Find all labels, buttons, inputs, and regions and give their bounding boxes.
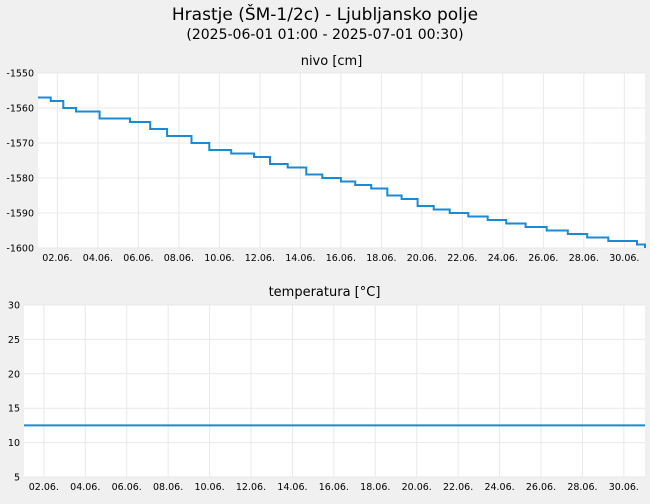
x-tick-label: 30.06. <box>609 253 639 264</box>
x-tick-label: 06.06. <box>123 253 153 264</box>
x-tick-label: 08.06. <box>164 253 194 264</box>
x-tick-label: 04.06. <box>70 482 100 493</box>
x-tick-label: 22.06. <box>447 253 477 264</box>
x-tick-label: 28.06. <box>567 482 597 493</box>
y-tick-label: 30 <box>8 301 20 312</box>
x-tick-label: 20.06. <box>407 253 437 264</box>
x-tick-label: 10.06. <box>204 253 234 264</box>
x-tick-label: 28.06. <box>569 253 599 264</box>
x-tick-label: 24.06. <box>484 482 514 493</box>
x-tick-label: 10.06. <box>194 482 224 493</box>
plot-area <box>24 305 645 477</box>
x-tick-label: 14.06. <box>277 482 307 493</box>
y-tick-label: 20 <box>8 369 20 380</box>
x-tick-label: 26.06. <box>528 253 558 264</box>
x-tick-label: 14.06. <box>285 253 315 264</box>
y-tick-label: -1580 <box>6 174 34 185</box>
y-tick-label: 15 <box>8 404 20 415</box>
x-tick-label: 24.06. <box>488 253 518 264</box>
y-tick-label: -1560 <box>6 104 34 115</box>
x-tick-label: 18.06. <box>366 253 396 264</box>
panel-temperature: temperatura [°C] 30 25 20 15 10 5 02.06. 04.06. 0… <box>8 285 645 493</box>
panel-title: nivo [cm] <box>301 54 363 69</box>
chart-subtitle: (2025-06-01 01:00 - 2025-07-01 00:30) <box>186 27 463 43</box>
x-tick-label: 08.06. <box>153 482 183 493</box>
plot-area <box>38 73 645 248</box>
y-tick-label: -1590 <box>6 209 34 220</box>
y-tick-label: -1550 <box>6 69 34 80</box>
y-tick-label: 10 <box>8 438 20 449</box>
x-tick-label: 02.06. <box>29 482 59 493</box>
panel-level: nivo [cm] -1550 -1560 -1570 -1580 -1590 -1600 0… <box>6 54 646 264</box>
chart-title: Hrastje (ŠM-1/2c) - Ljubljansko polje <box>172 3 478 25</box>
x-tick-label: 22.06. <box>443 482 473 493</box>
y-tick-label: -1570 <box>6 139 34 150</box>
x-tick-label: 18.06. <box>360 482 390 493</box>
x-tick-label: 02.06. <box>42 253 72 264</box>
x-tick-label: 16.06. <box>326 253 356 264</box>
x-tick-label: 06.06. <box>112 482 142 493</box>
x-tick-label: 12.06. <box>236 482 266 493</box>
x-tick-label: 26.06. <box>526 482 556 493</box>
y-tick-label: 25 <box>8 335 20 346</box>
y-tick-label: -1600 <box>6 244 34 255</box>
x-tick-label: 16.06. <box>319 482 349 493</box>
panel-title: temperatura [°C] <box>269 285 381 300</box>
x-tick-label: 20.06. <box>402 482 432 493</box>
x-tick-label: 12.06. <box>245 253 275 264</box>
y-tick-label: 5 <box>14 473 20 484</box>
series-line <box>38 96 646 248</box>
x-tick-label: 04.06. <box>83 253 113 264</box>
x-tick-label: 30.06. <box>609 482 639 493</box>
